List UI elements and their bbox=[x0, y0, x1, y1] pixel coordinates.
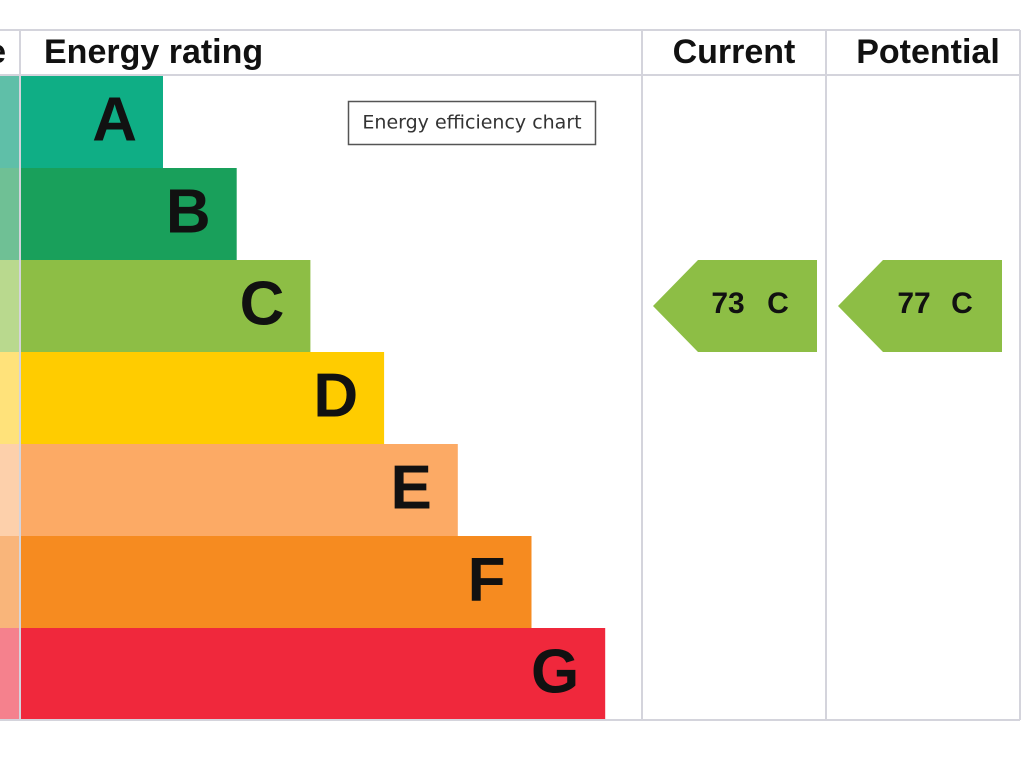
current-band: C bbox=[767, 287, 789, 320]
current-score: 73 bbox=[711, 287, 744, 320]
header-potential: Potential bbox=[856, 33, 1000, 71]
header-current: Current bbox=[673, 33, 796, 71]
header-rating: Energy rating bbox=[44, 33, 263, 71]
score-cell bbox=[0, 628, 20, 720]
potential-band: C bbox=[951, 287, 973, 320]
band-letter: A bbox=[92, 85, 137, 154]
rating-band bbox=[20, 168, 237, 260]
rating-band bbox=[20, 260, 311, 352]
score-cell bbox=[0, 76, 20, 168]
rating-band bbox=[20, 444, 458, 536]
rating-band bbox=[20, 628, 606, 720]
score-cell bbox=[0, 444, 20, 536]
header-cutoff: e bbox=[0, 33, 6, 71]
current-arrow bbox=[653, 260, 817, 352]
band-letter: D bbox=[313, 361, 358, 430]
score-cell bbox=[0, 536, 20, 628]
rating-band bbox=[20, 76, 163, 168]
potential-score: 77 bbox=[897, 287, 930, 320]
band-letter: G bbox=[531, 637, 579, 706]
potential-arrow bbox=[838, 260, 1002, 352]
rating-band bbox=[20, 536, 532, 628]
band-letter: F bbox=[468, 545, 506, 614]
score-cell bbox=[0, 260, 20, 352]
tooltip-box bbox=[347, 100, 597, 146]
score-cell bbox=[0, 168, 20, 260]
score-column bbox=[0, 76, 20, 720]
tooltip: Energy efficiency chart bbox=[362, 112, 581, 134]
band-letter: C bbox=[240, 269, 285, 338]
band-letter: B bbox=[166, 177, 211, 246]
score-cell bbox=[0, 352, 20, 444]
band-letter: E bbox=[390, 453, 431, 522]
rating-band bbox=[20, 352, 385, 444]
